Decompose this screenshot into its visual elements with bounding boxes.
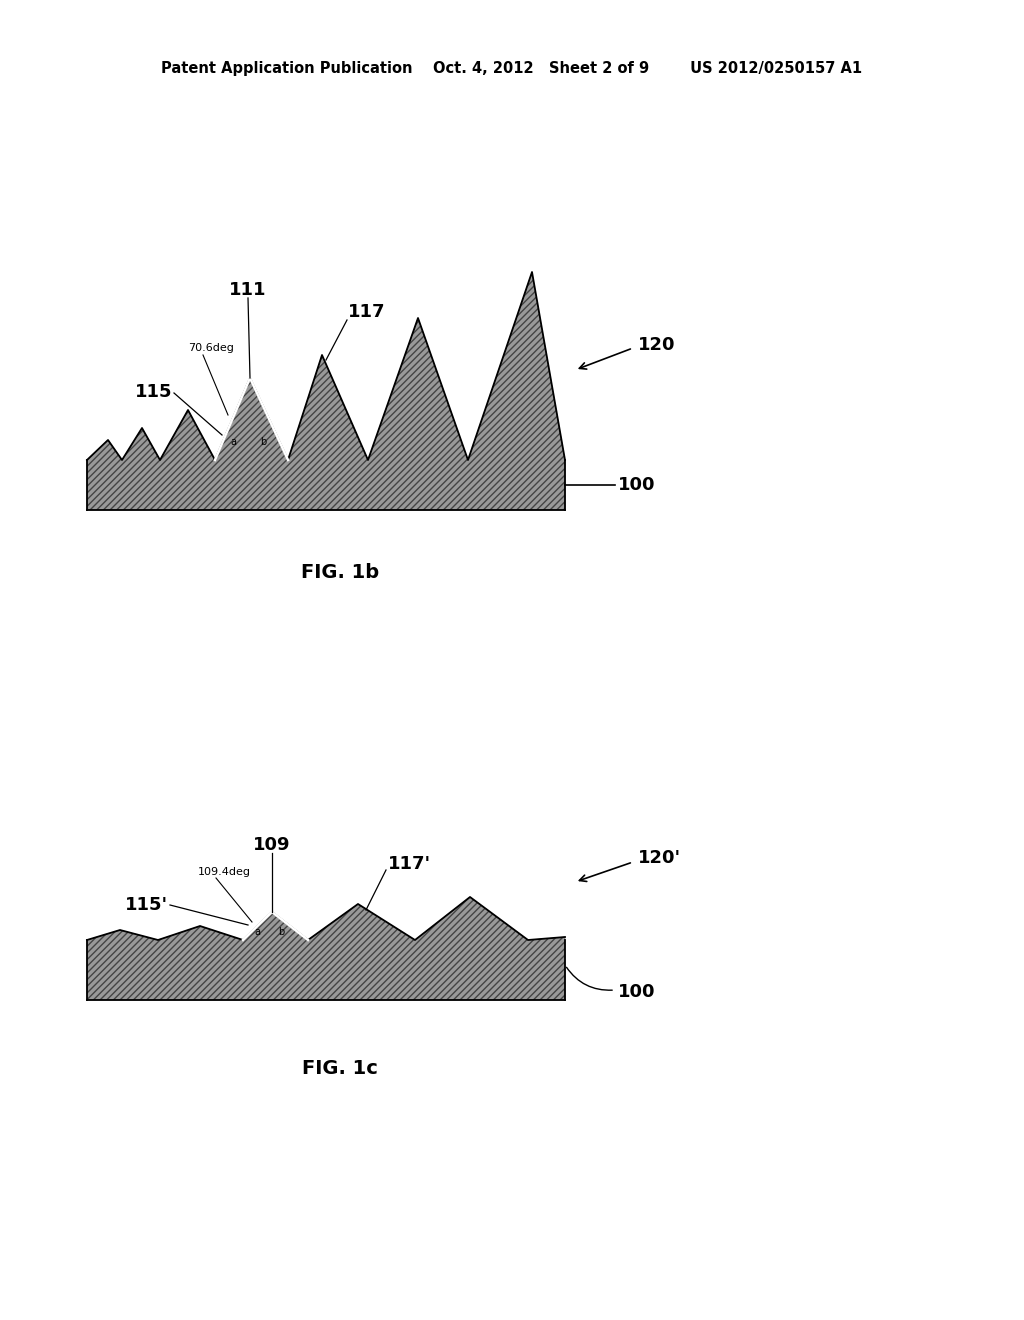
Text: 117': 117' [388,855,431,873]
Text: a: a [254,927,260,937]
Text: Patent Application Publication    Oct. 4, 2012   Sheet 2 of 9        US 2012/025: Patent Application Publication Oct. 4, 2… [162,61,862,75]
Text: FIG. 1c: FIG. 1c [302,1059,378,1077]
Text: 115': 115' [125,896,168,913]
Text: 70.6deg: 70.6deg [188,343,233,352]
Text: b: b [260,437,266,447]
Text: 111: 111 [229,281,266,300]
Text: 100: 100 [618,983,655,1001]
Text: 115: 115 [134,383,172,401]
Polygon shape [87,898,565,1001]
Text: FIG. 1b: FIG. 1b [301,562,379,582]
Polygon shape [87,272,565,510]
Text: 109: 109 [253,836,291,854]
Text: 100: 100 [618,477,655,494]
Text: b: b [278,927,284,937]
Text: a: a [230,437,236,447]
Text: 117: 117 [348,304,385,321]
Text: 120': 120' [638,849,681,867]
Text: 109.4deg: 109.4deg [198,867,251,876]
Text: 120: 120 [638,337,676,354]
